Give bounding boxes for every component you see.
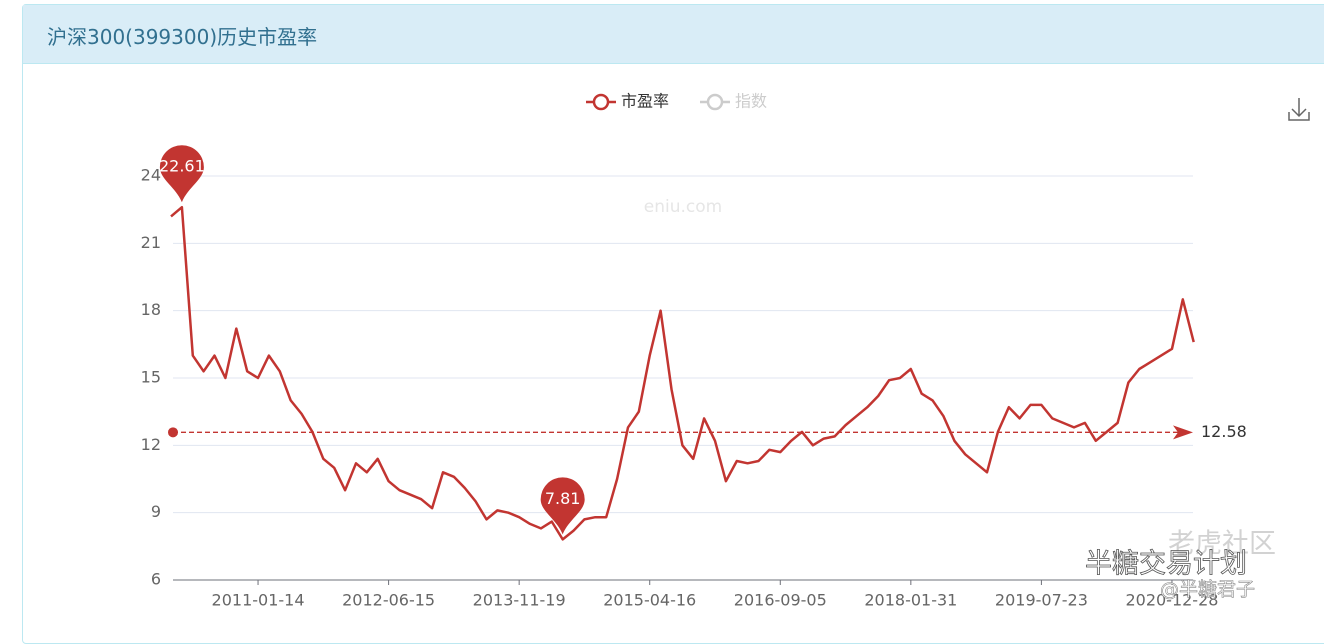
average-start: [168, 427, 178, 438]
watermark: 老虎社区: [1168, 529, 1276, 560]
chart: eniu.com 6 9 12 15 18 21 24 2011-01-14 2012-06-15…: [141, 92, 1310, 610]
x-tick-label: 2011-01-14: [212, 591, 305, 610]
x-tick-label: 2015-04-16: [603, 591, 696, 610]
download-icon[interactable]: [1288, 98, 1310, 121]
x-tick-label: 2019-07-23: [995, 591, 1088, 610]
mark-pin-label: 22.61: [159, 157, 205, 176]
legend-label: 市盈率: [621, 92, 669, 111]
y-tick-label: 21: [141, 233, 161, 252]
legend-item[interactable]: 市盈率: [586, 92, 669, 111]
x-tick-label: 2016-09-05: [734, 591, 827, 610]
mark-pin: [540, 477, 585, 535]
x-tick-label: 2018-01-31: [864, 591, 957, 610]
panel: 沪深300(399300)历史市盈率: [22, 4, 1324, 644]
panel-title: 沪深300(399300)历史市盈率: [47, 25, 318, 49]
mark-pin-label: 7.81: [545, 489, 581, 508]
x-tick-label: 2013-11-19: [473, 591, 566, 610]
y-tick-label: 18: [141, 300, 161, 319]
legend-item[interactable]: 指数: [700, 92, 767, 111]
panel-header: 沪深300(399300)历史市盈率: [23, 5, 1324, 64]
series-line: [170, 205, 1195, 541]
x-tick-label: 2020-12-28: [1125, 591, 1218, 610]
y-tick-label: 6: [151, 570, 161, 589]
watermark: 半糖交易计划: [1085, 549, 1247, 580]
legend-label: 指数: [735, 92, 767, 111]
y-tick-label: 15: [141, 368, 161, 387]
average-label: 12.58: [1201, 422, 1247, 441]
y-tick-label: 9: [151, 502, 161, 521]
watermark: @半糖君子: [1160, 579, 1255, 601]
x-tick-label: 2012-06-15: [342, 591, 435, 610]
legend-symbol: [592, 93, 610, 111]
y-tick-label: 12: [141, 435, 161, 454]
mark-pin: [159, 145, 204, 203]
legend-symbol: [706, 93, 724, 111]
y-tick-label: 24: [141, 166, 161, 185]
watermark: eniu.com: [644, 197, 722, 217]
average-arrow: [1173, 425, 1193, 440]
